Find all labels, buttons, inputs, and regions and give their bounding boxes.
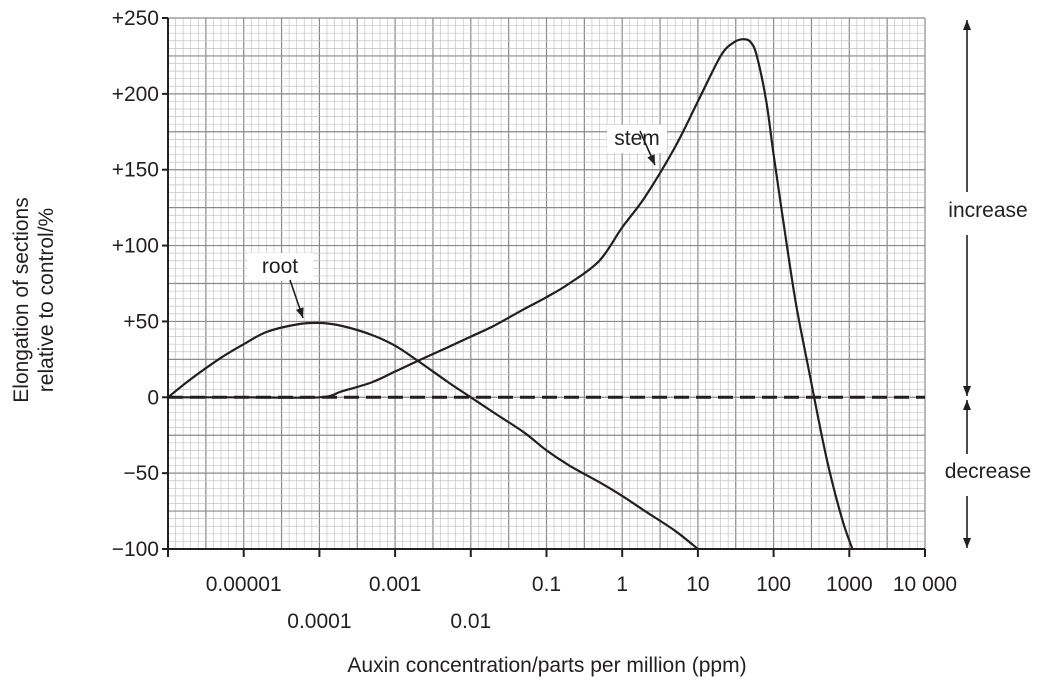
y-axis-tick-labels: +250 +200 +150 +100 +50 0 −50 −100: [112, 7, 159, 561]
decrease-arrow-up-head: [963, 400, 971, 410]
chart-grid: [167, 17, 926, 550]
x-tick-label: 0.1: [532, 573, 561, 596]
x-tick-label: 0.01: [450, 610, 491, 633]
series-stem-line: [168, 38, 854, 550]
chart-series: [167, 38, 854, 550]
annotation-root-label: root: [262, 255, 298, 278]
y-tick-label: −50: [123, 462, 159, 485]
chart-annotations: stem root: [247, 20, 971, 548]
x-tick-label: 0.0001: [287, 610, 351, 633]
x-axis-title: Auxin concentration/parts per million (p…: [347, 654, 746, 677]
y-tick-label: +50: [123, 310, 159, 333]
x-axis-tick-labels: 0.00001 0.001 0.1 1 10 100 1000 10 000 0.0001 0.0…: [206, 573, 957, 633]
increase-label: increase: [948, 199, 1027, 222]
y-axis-title-line-2: relative to control/%: [35, 208, 58, 392]
x-tick-label: 1: [616, 573, 628, 596]
increase-arrow-up-head: [963, 20, 971, 30]
y-axis-title-line-1: Elongation of sections: [10, 197, 33, 402]
y-tick-label: +200: [112, 83, 159, 106]
series-root-line: [167, 321, 699, 550]
y-tick-label: 0: [147, 386, 159, 409]
x-tick-label: 100: [756, 573, 791, 596]
x-tick-label: 0.001: [369, 573, 422, 596]
annotation-root-label-background: [247, 253, 313, 281]
annotation-stem-label: stem: [614, 127, 660, 150]
x-tick-label: 10 000: [893, 573, 957, 596]
y-axis-title: Elongation of sections relative to contr…: [10, 197, 58, 402]
annotation-root-arrow-head: [295, 307, 304, 318]
decrease-arrow-down-head: [963, 538, 971, 548]
y-tick-label: +100: [112, 235, 159, 258]
y-tick-label: +150: [112, 159, 159, 182]
chart-axes: [162, 17, 926, 557]
increase-decrease-indicator: increase decrease: [945, 199, 1031, 483]
annotation-stem-label-background: [607, 125, 667, 153]
increase-arrow-down-head: [963, 386, 971, 396]
y-tick-label: +250: [112, 7, 159, 30]
x-tick-label: 1000: [826, 573, 873, 596]
decrease-label: decrease: [945, 460, 1031, 483]
y-tick-label: −100: [112, 538, 159, 561]
x-tick-label: 0.00001: [206, 573, 282, 596]
annotation-stem-arrow-head: [647, 154, 655, 165]
x-tick-label: 10: [686, 573, 709, 596]
